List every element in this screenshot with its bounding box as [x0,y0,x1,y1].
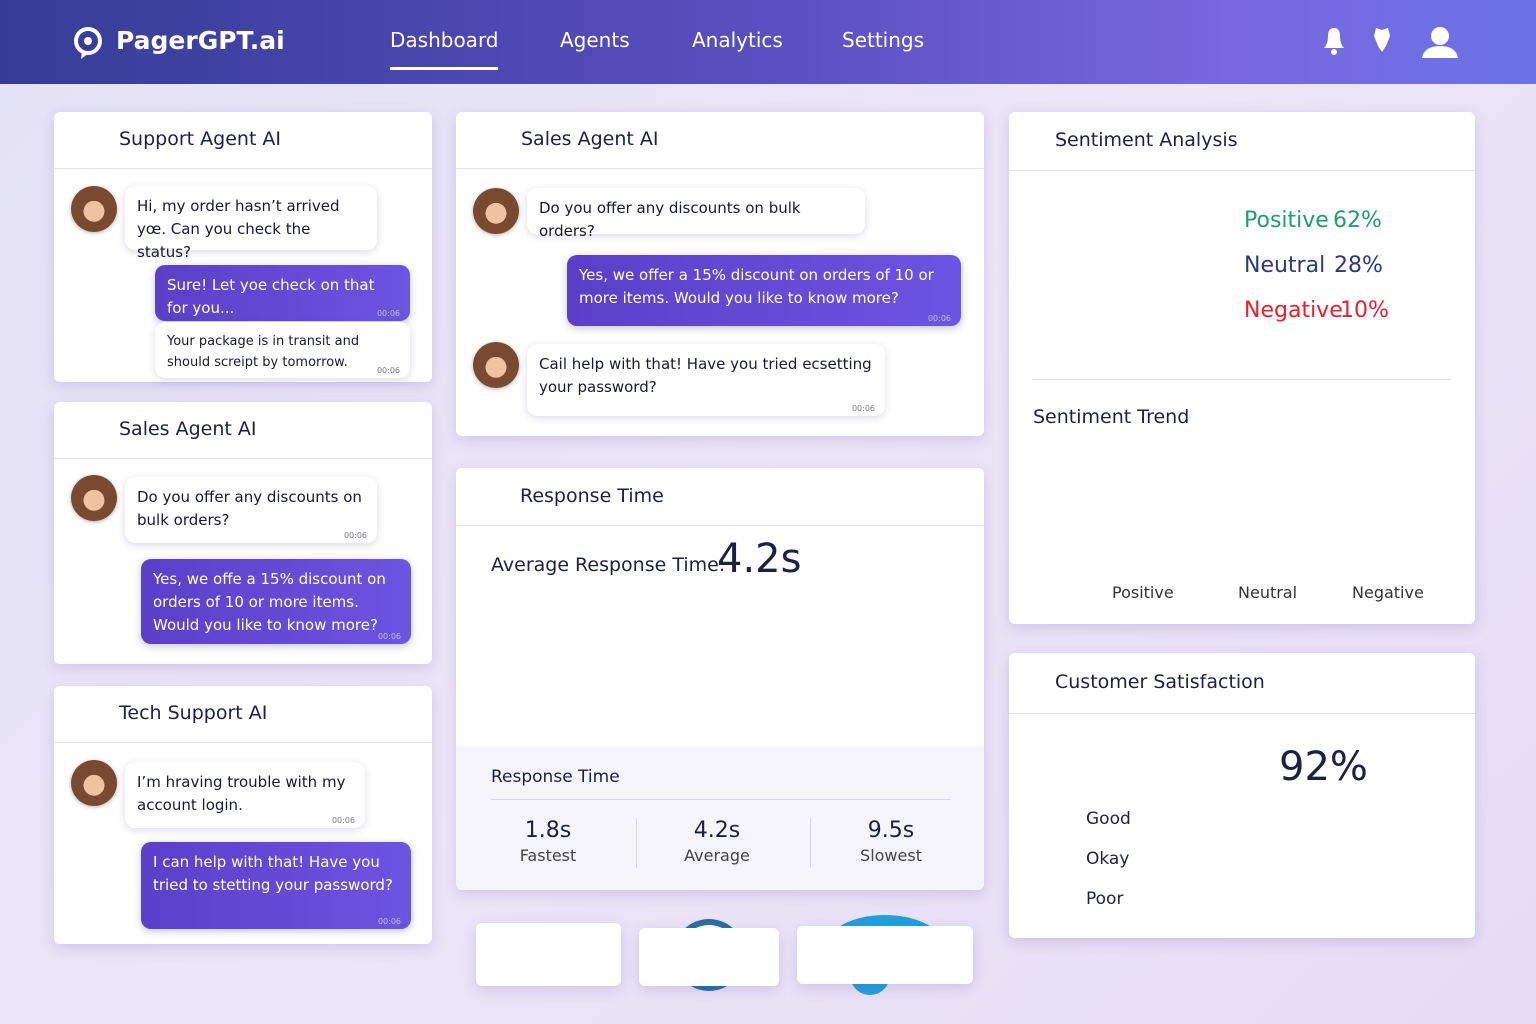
panel-title: Sales Agent AI [119,418,257,440]
nav-item[interactable]: Settings [842,28,925,52]
row-label: Okay [1086,849,1130,869]
message-text: Do you offer any discounts on bulk order… [539,199,801,240]
trend-title: Sentiment Trend [1033,406,1190,428]
integration-logo[interactable]: W [686,930,732,977]
stat-divider [810,818,811,868]
stat-value: 9.5s [867,818,915,843]
message-text: Do you offer any discounts on bulk order… [137,488,362,529]
sentiment-label: Negative [1244,298,1343,323]
legend-label: Neutral [1238,583,1298,602]
message-bubble: Do you offer any discounts on bulk order… [125,477,377,543]
legend-label: Positive [1112,583,1174,602]
nav-item[interactable]: Dashboard [390,28,499,52]
panel-header-rule [1009,170,1475,171]
message-bubble: I’m hraving trouble with my account logi… [125,762,365,828]
integration-logo[interactable]: salesforce [837,933,935,955]
integration-card [476,923,621,986]
avatar [473,188,519,234]
avatar [71,760,117,806]
nav-item[interactable]: Analytics [692,28,783,52]
message-time: 00:06 [377,632,401,641]
row-label: Poor [1086,889,1124,909]
nav-underline [390,67,498,70]
message-bubble: I can help with that! Have you tried to … [141,842,411,929]
panel [1009,112,1475,624]
integration-card [639,928,779,986]
panel-header-rule [456,525,984,526]
stat-value: 4.2s [693,818,741,843]
panel-title: Sales Agent AI [521,128,659,150]
nav-item[interactable]: Agents [560,28,630,52]
stat-label: Fastest [519,846,577,865]
stats-title: Response Time [491,767,620,787]
stat-value: 1.8s [524,818,572,843]
message-text: Yes, we offer a 15% discount on orders o… [579,266,934,307]
sentiment-label: Neutral [1244,253,1326,278]
message-bubble: Your package is in transit and should sc… [155,322,410,378]
message-bubble: Yes, we offer a 15% discount on orders o… [567,255,961,326]
message-text: Your package is in transit and should sc… [167,334,360,370]
message-bubble: Yes, we offe a 15% discount on orders of… [141,559,411,644]
message-time: 00:06 [331,816,355,825]
integration-logo[interactable]: S [528,930,554,971]
avg-value: 4.2s [717,536,802,582]
message-time: 00:06 [927,314,951,323]
avatar [473,342,519,388]
message-bubble: Sure! Let yoe check on that for you... 00… [155,265,410,321]
panel [1009,653,1475,938]
message-text: Hi, my order hasn’t arrived yœ. Can you … [137,197,340,261]
message-time: 00:06 [376,309,400,318]
stats-section [456,746,984,890]
avatar [71,475,117,521]
avg-label: Average Response Time: [491,554,726,576]
message-text: I’m hraving trouble with my account logi… [137,773,346,814]
panel-header-rule [1009,713,1475,714]
message-bubble: Hi, my order hasn’t arrived yœ. Can you … [125,186,377,261]
panel-title: Customer Satisfaction [1055,671,1265,693]
stat-label: Average [684,846,750,865]
row-label: Good [1086,809,1131,829]
sentiment-value: 28% [1334,253,1383,278]
top-bar: PagerGPT.ai Dashboard Agents Analytics S… [0,0,1536,84]
panel-header-rule [54,168,432,169]
panel-header-rule [54,458,432,459]
message-text: Yes, we offe a 15% discount on orders of… [153,570,386,634]
sentiment-value: 62% [1333,208,1382,233]
avatar [71,186,117,232]
message-time: 00:06 [376,366,400,375]
message-bubble: Cail help with that! Have you tried ecse… [527,344,885,416]
overall-value: 92% [1279,744,1368,790]
message-text: I can help with that! Have you tried to … [153,853,393,894]
panel-title: Support Agent AI [119,128,282,150]
panel-header-rule [54,742,432,743]
stat-divider [636,818,637,868]
panel-header-rule [456,168,984,169]
message-bubble: Do you offer any discounts on bulk order… [527,188,865,240]
brand[interactable]: PagerGPT.ai [116,26,285,55]
section-rule [1032,379,1451,380]
message-text: Sure! Let yoe check on that for you... [167,276,375,317]
panel-title: Sentiment Analysis [1055,129,1238,151]
message-time: 00:06 [343,531,367,540]
stat-label: Slowest [860,846,922,865]
legend-label: Negative [1352,583,1424,602]
panel-title: Tech Support AI [119,702,268,724]
message-time: 00:06 [851,404,875,413]
message-text: Cail help with that! Have you tried ecse… [539,355,872,396]
panel-title: Response Time [520,484,664,507]
integration-card [797,926,973,984]
sentiment-value: 10% [1340,298,1389,323]
stats-rule [491,799,951,800]
sentiment-label: Positive [1244,208,1329,233]
header-icons[interactable] [1318,22,1468,62]
message-time: 00:06 [377,917,401,926]
logo [74,27,102,59]
